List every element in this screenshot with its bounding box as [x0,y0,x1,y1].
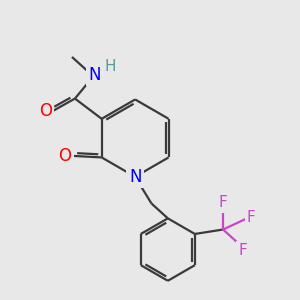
Text: O: O [58,147,72,165]
Text: O: O [39,102,52,120]
Text: N: N [88,66,101,84]
Text: F: F [219,195,227,210]
Text: F: F [238,243,247,258]
Text: N: N [129,168,141,186]
Text: F: F [247,210,256,225]
Text: H: H [105,59,116,74]
